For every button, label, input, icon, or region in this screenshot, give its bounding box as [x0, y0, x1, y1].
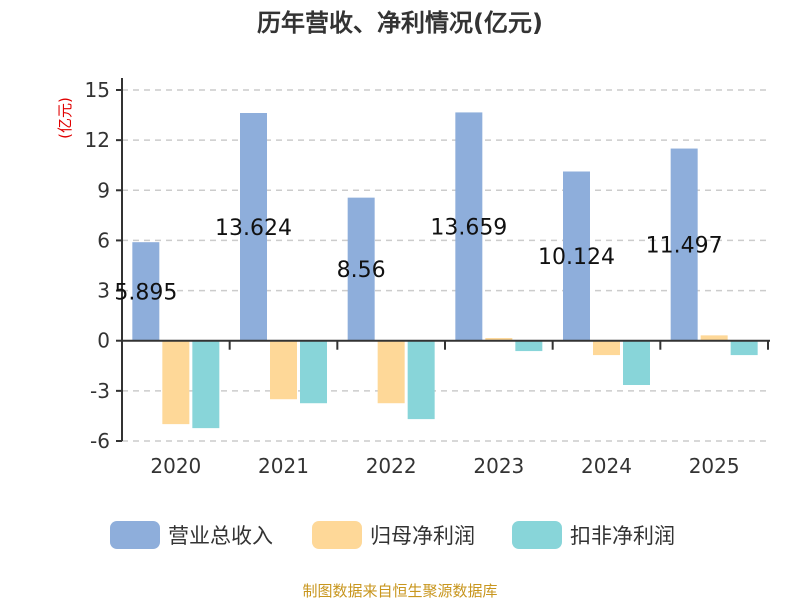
x-tick-label: 2024: [581, 454, 632, 478]
bar-deducted-net-profit: [300, 340, 327, 404]
x-tick-label: 2021: [258, 454, 309, 478]
bar-revenue: [347, 197, 375, 341]
bar-net-profit: [270, 340, 297, 400]
x-tick-label: 2022: [366, 454, 417, 478]
x-tick-label: 2025: [689, 454, 740, 478]
y-tick-label: -3: [90, 379, 110, 403]
legend-swatch: [512, 521, 562, 549]
bar-net-profit: [700, 335, 728, 341]
bar-deducted-net-profit: [730, 340, 758, 356]
y-tick-label: -6: [90, 429, 110, 453]
bar-deducted-net-profit: [623, 340, 650, 386]
legend-label: 营业总收入: [168, 524, 273, 548]
y-tick-label: 3: [97, 279, 110, 303]
y-tick-label: 6: [97, 228, 110, 252]
data-label: 13.624: [215, 216, 292, 241]
legend-label: 扣非净利润: [570, 524, 675, 548]
bar-deducted-net-profit: [515, 340, 543, 352]
bar-deducted-net-profit: [407, 340, 435, 420]
y-tick-label: 12: [85, 128, 110, 152]
x-tick-label: 2023: [473, 454, 524, 478]
data-label: 13.659: [430, 216, 507, 241]
data-label: 5.895: [114, 280, 177, 305]
bar-net-profit: [593, 340, 620, 356]
bar-net-profit: [377, 340, 405, 404]
legend-label: 归母净利润: [370, 524, 475, 548]
y-axis-label: (亿元): [56, 97, 74, 139]
data-label: 11.497: [646, 234, 723, 259]
bar-revenue: [455, 112, 483, 341]
data-label: 8.56: [337, 258, 386, 283]
bar-deducted-net-profit: [192, 340, 220, 429]
y-tick-label: 0: [97, 329, 110, 353]
bar-net-profit: [162, 340, 190, 425]
legend-swatch: [110, 521, 160, 549]
legend-swatch: [312, 521, 362, 549]
bar-revenue: [240, 112, 267, 341]
x-tick-label: 2020: [150, 454, 201, 478]
bar-net-profit: [485, 338, 513, 341]
footer-source: 制图数据来自恒生聚源数据库: [302, 582, 497, 600]
y-tick-label: 15: [85, 78, 110, 102]
data-label: 10.124: [538, 245, 615, 270]
y-tick-label: 9: [97, 178, 110, 202]
bar-revenue: [563, 171, 590, 341]
bar-revenue: [132, 242, 160, 341]
bar-revenue: [670, 148, 698, 341]
chart-title: 历年营收、净利情况(亿元): [257, 9, 543, 37]
